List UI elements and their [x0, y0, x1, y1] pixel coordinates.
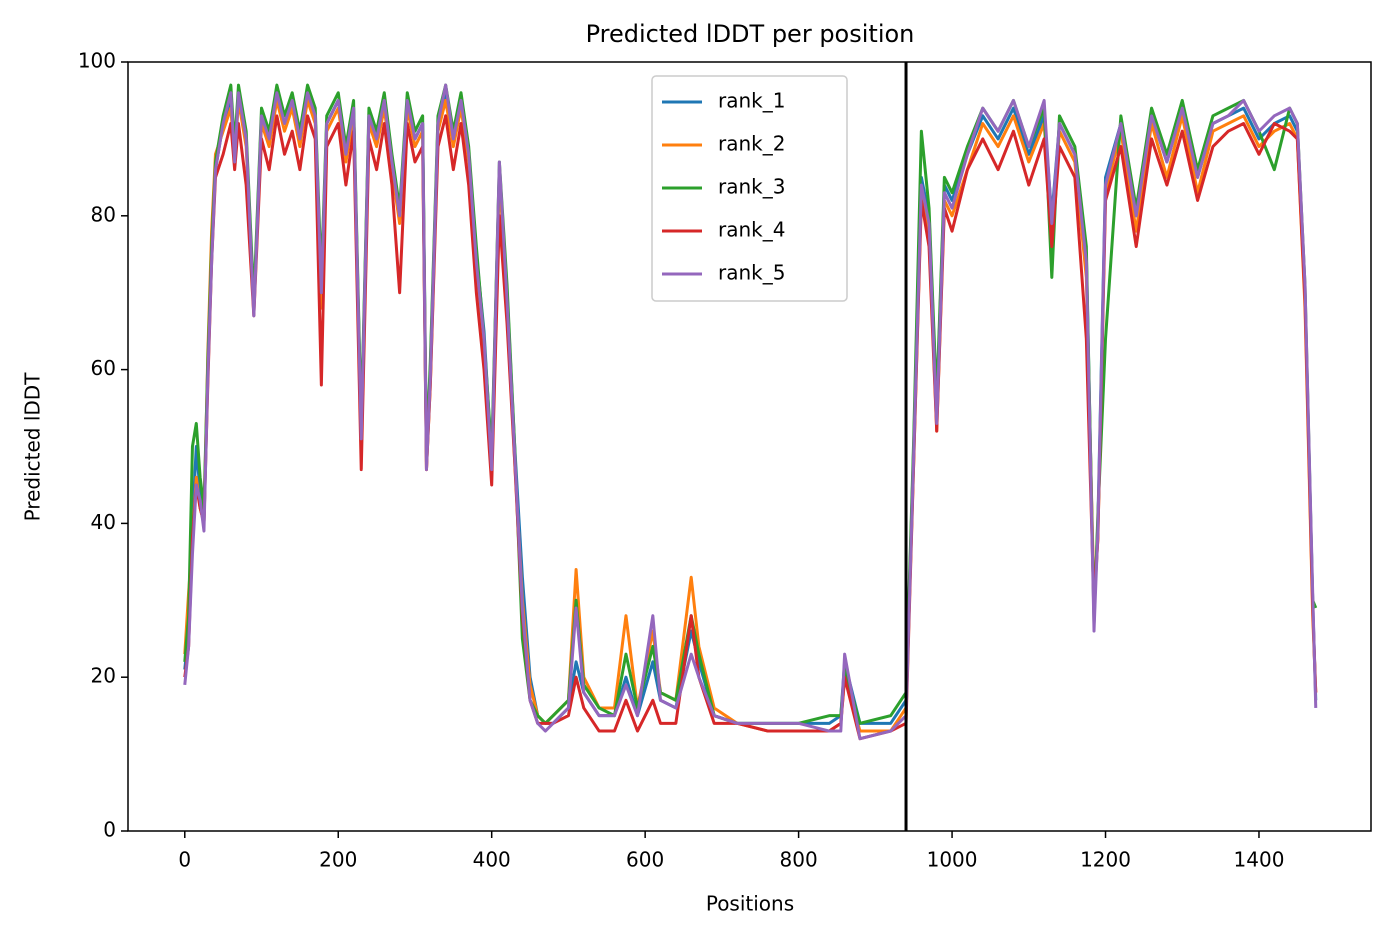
y-tick-label: 0 [103, 818, 116, 842]
y-tick-label: 60 [91, 356, 116, 380]
legend-frame [651, 75, 848, 302]
series-line [183, 83, 1318, 741]
x-tick-label: 1200 [1080, 848, 1131, 872]
legend-label: rank_1 [718, 89, 785, 113]
legend-label: rank_3 [718, 175, 785, 199]
axes-frame [127, 61, 1372, 832]
x-tick-label: 1400 [1234, 848, 1285, 872]
y-tick-label: 100 [78, 49, 116, 73]
x-tick-label: 400 [473, 848, 511, 872]
chart-title: Predicted lDDT per position [586, 20, 915, 48]
y-tick-label: 40 [91, 510, 116, 534]
x-axis-label: Positions [706, 892, 794, 916]
legend-label: rank_4 [718, 218, 785, 242]
y-tick-label: 80 [91, 202, 116, 226]
legend-label: rank_5 [718, 261, 785, 285]
x-tick-label: 1000 [927, 848, 978, 872]
x-tick-label: 200 [319, 848, 357, 872]
x-tick-label: 600 [626, 848, 664, 872]
y-axis-label: Predicted lDDT [21, 372, 45, 522]
y-tick-label: 20 [91, 664, 116, 688]
legend-label: rank_2 [718, 132, 785, 156]
x-tick-label: 0 [178, 848, 191, 872]
x-tick-label: 800 [780, 848, 818, 872]
